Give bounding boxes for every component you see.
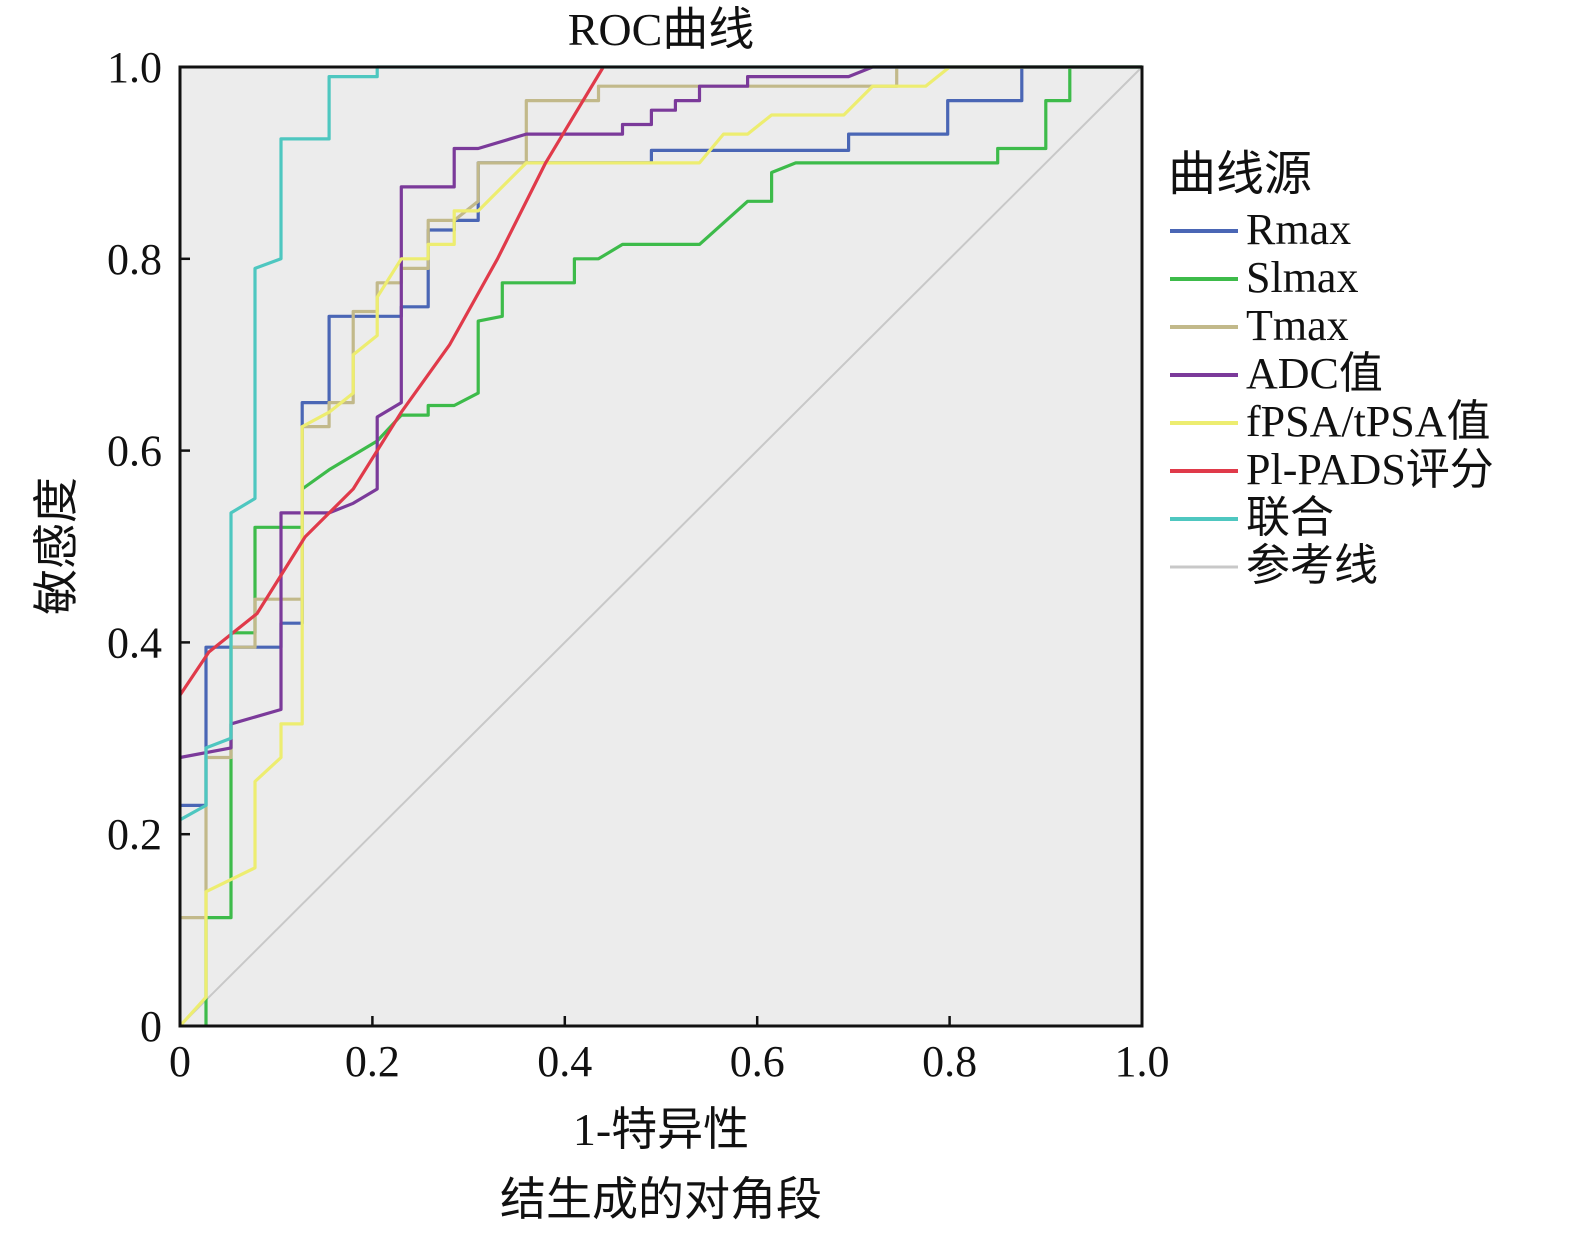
legend-label-6: 联合: [1246, 493, 1334, 542]
y-tick-label-4: 0.8: [107, 235, 162, 284]
legend-label-2: Tmax: [1246, 301, 1349, 350]
x-tick-label-1: 0.2: [345, 1037, 400, 1086]
series-line-7: [179, 66, 1143, 1027]
y-tick-label-5: 1.0: [107, 43, 162, 92]
chart-title: ROC曲线: [568, 4, 755, 55]
legend-items: RmaxSlmaxTmaxADC值fPSA/tPSA值Pl-PADS评分联合参考…: [1170, 205, 1494, 590]
series-line-6: [179, 65, 1142, 822]
series-line-3: [179, 65, 1142, 760]
x-tick-label-3: 0.6: [730, 1037, 785, 1086]
y-tick-label-1: 0.2: [107, 810, 162, 859]
series-line-0: [180, 65, 1142, 808]
x-tick-label-2: 0.4: [537, 1037, 592, 1086]
legend-label-5: Pl-PADS评分: [1246, 445, 1494, 494]
legend-title: 曲线源: [1168, 148, 1312, 201]
x-axis-note: 结生成的对角段: [500, 1174, 822, 1225]
y-tick-label-3: 0.6: [107, 427, 162, 476]
x-tick-label-4: 0.8: [922, 1037, 977, 1086]
y-tick-label-0: 0: [140, 1002, 162, 1051]
legend: 曲线源 RmaxSlmaxTmaxADC值fPSA/tPSA值Pl-PADS评分…: [1168, 148, 1494, 590]
plot-frame: [178, 65, 1144, 1028]
series-layer: [178, 65, 1143, 1028]
axes: [178, 65, 1144, 1028]
series-line-5: [178, 66, 605, 696]
legend-label-1: Slmax: [1246, 253, 1358, 302]
legend-label-4: fPSA/tPSA值: [1246, 397, 1491, 446]
tick-labels: 0 0.2 0.4 0.6 0.8 1.0 0 0.2 0.4 0.6 0.8 1.0: [107, 43, 1170, 1086]
series-line-2: [180, 65, 1142, 920]
series-line-4: [178, 65, 1142, 1028]
x-axis-label: 1-特异性: [573, 1104, 749, 1155]
series-line-1: [204, 65, 1142, 1026]
y-tick-label-2: 0.4: [107, 618, 162, 667]
y-axis-label: 敏感度: [31, 477, 82, 615]
x-tick-label-5: 1.0: [1115, 1037, 1170, 1086]
legend-label-7: 参考线: [1246, 541, 1378, 590]
legend-label-0: Rmax: [1246, 205, 1351, 254]
x-tick-label-0: 0: [169, 1037, 191, 1086]
legend-label-3: ADC值: [1246, 349, 1383, 398]
